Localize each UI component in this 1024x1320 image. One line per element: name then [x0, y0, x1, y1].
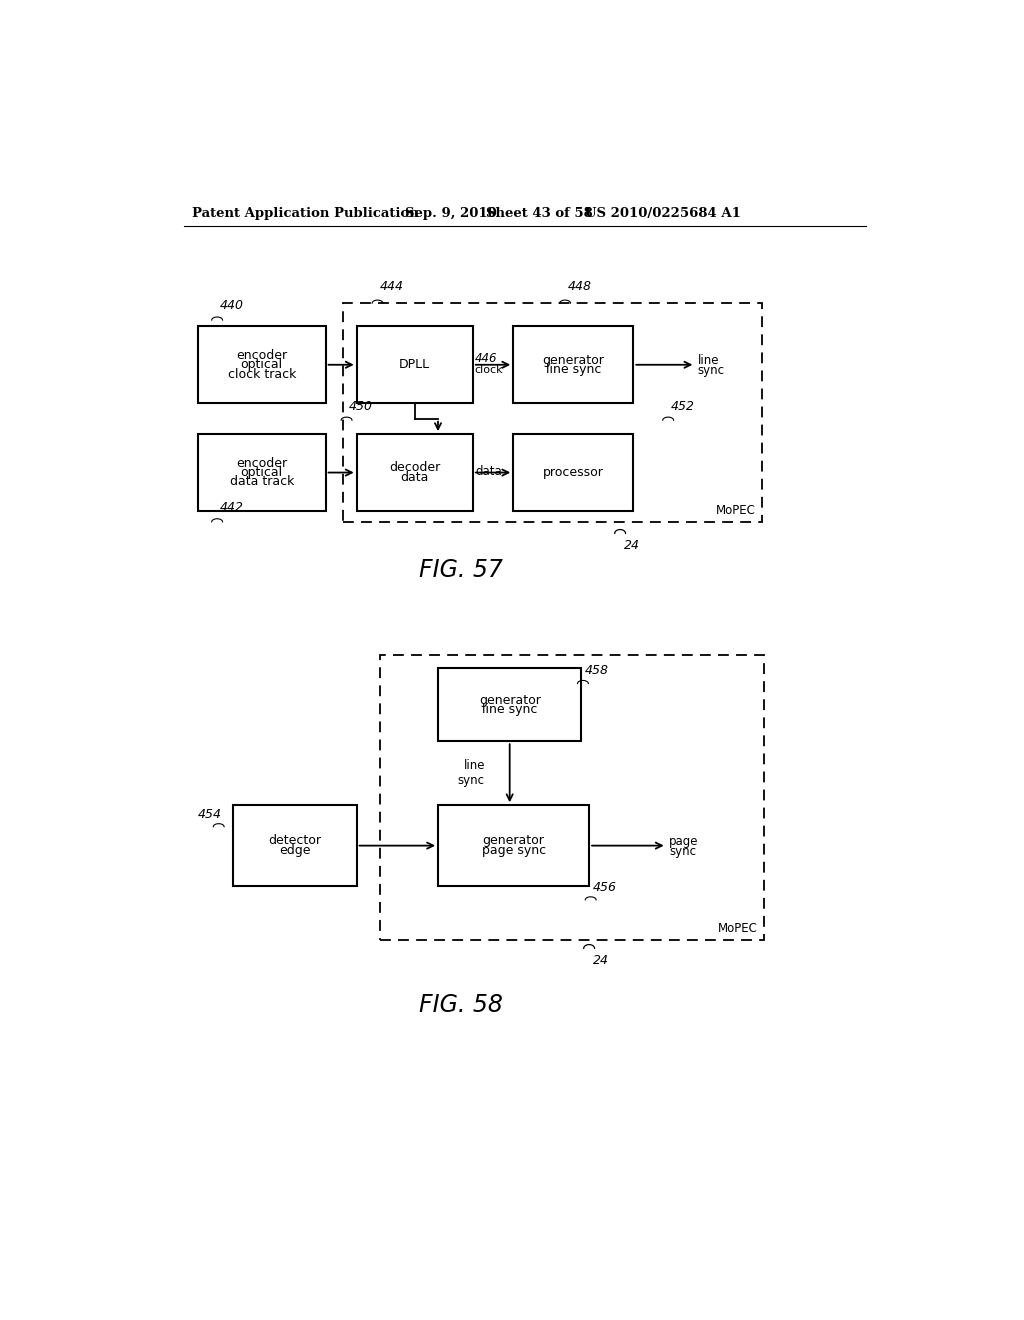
Text: line: line	[697, 354, 719, 367]
Bar	[513, 326, 633, 404]
Text: page sync: page sync	[481, 843, 546, 857]
Text: 446: 446	[474, 352, 497, 366]
Text: generator: generator	[543, 354, 604, 367]
Bar	[356, 434, 473, 511]
Text: optical: optical	[241, 358, 283, 371]
Bar	[198, 326, 326, 404]
Text: data track: data track	[229, 475, 294, 488]
Text: encoder: encoder	[237, 457, 288, 470]
Text: 24: 24	[593, 954, 609, 966]
Bar	[343, 304, 762, 521]
Text: detector: detector	[268, 834, 322, 847]
Text: line
sync: line sync	[458, 759, 485, 787]
Bar	[513, 434, 633, 511]
Text: FIG. 57: FIG. 57	[419, 558, 503, 582]
Text: 454: 454	[198, 808, 222, 821]
Text: sync: sync	[697, 364, 725, 378]
Text: 24: 24	[624, 539, 640, 552]
Text: line sync: line sync	[546, 363, 601, 376]
Text: 440: 440	[219, 300, 244, 313]
Text: FIG. 58: FIG. 58	[419, 994, 503, 1018]
Text: generator: generator	[482, 834, 545, 847]
Bar	[198, 434, 326, 511]
Text: MoPEC: MoPEC	[716, 504, 756, 517]
Text: 456: 456	[593, 880, 617, 894]
Text: processor: processor	[543, 466, 604, 479]
Text: encoder: encoder	[237, 348, 288, 362]
Bar	[232, 805, 356, 886]
Bar	[356, 326, 473, 404]
Text: Sheet 43 of 58: Sheet 43 of 58	[486, 207, 593, 220]
Text: 458: 458	[586, 664, 609, 677]
Text: Patent Application Publication: Patent Application Publication	[191, 207, 418, 220]
Text: decoder: decoder	[389, 462, 440, 474]
Text: 450: 450	[349, 400, 373, 412]
Text: 442: 442	[219, 502, 244, 515]
Bar	[438, 668, 582, 742]
Text: data: data	[475, 465, 502, 478]
Text: optical: optical	[241, 466, 283, 479]
Text: edge: edge	[279, 843, 310, 857]
Text: line sync: line sync	[482, 702, 538, 715]
Text: US 2010/0225684 A1: US 2010/0225684 A1	[586, 207, 741, 220]
Text: data: data	[400, 471, 429, 483]
Text: generator: generator	[479, 693, 541, 706]
Bar	[380, 655, 764, 940]
Text: MoPEC: MoPEC	[718, 923, 758, 936]
Text: 452: 452	[671, 400, 694, 412]
Bar	[438, 805, 589, 886]
Text: sync: sync	[669, 845, 696, 858]
Text: 444: 444	[380, 280, 403, 293]
Text: clock track: clock track	[227, 367, 296, 380]
Text: page: page	[669, 834, 698, 847]
Text: clock: clock	[474, 366, 503, 375]
Text: Sep. 9, 2010: Sep. 9, 2010	[406, 207, 498, 220]
Text: 448: 448	[567, 280, 592, 293]
Text: DPLL: DPLL	[399, 358, 430, 371]
